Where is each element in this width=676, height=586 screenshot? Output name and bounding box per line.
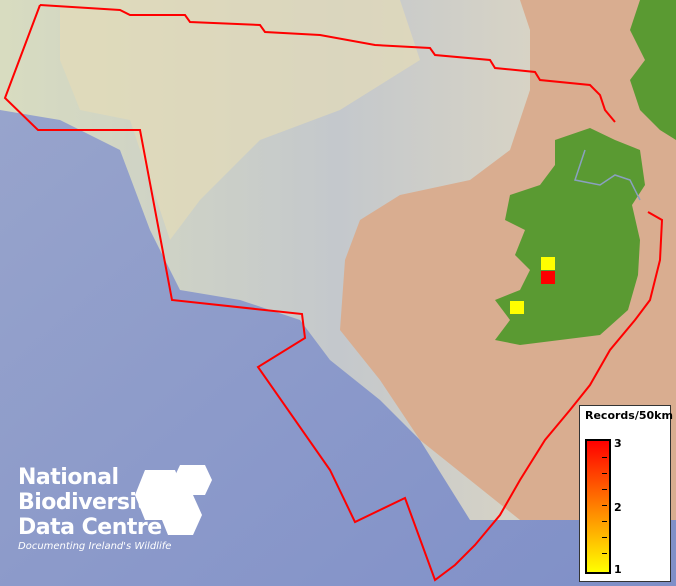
legend-mid-label: 2 (614, 501, 622, 514)
legend-title: Records/50km (585, 409, 673, 422)
legend-tick (602, 489, 607, 490)
legend: Records/50km 3 2 1 (579, 405, 673, 582)
logo-tagline: Documenting Ireland's Wildlife (18, 541, 172, 552)
land-britain (630, 0, 676, 140)
legend-max-label: 3 (614, 437, 622, 450)
legend-color-ramp (585, 439, 611, 574)
land-ireland (495, 128, 645, 345)
legend-tick (602, 553, 607, 554)
legend-tick (602, 457, 607, 458)
logo-line-1: National (18, 465, 119, 490)
nbdc-logo: National Biodiversity Data Centre Docume… (18, 465, 171, 552)
legend-min-label: 1 (614, 563, 622, 576)
legend-tick (602, 521, 607, 522)
legend-tick (602, 537, 607, 538)
record-square-3[interactable] (541, 271, 555, 284)
logo-hexagons-icon (135, 465, 212, 535)
boundary-line-west (3, 4, 664, 582)
legend-tick (602, 473, 607, 474)
record-square-1[interactable] (510, 301, 524, 314)
boundary-line (39, 4, 616, 123)
legend-tick (602, 505, 607, 506)
record-square-1[interactable] (541, 257, 555, 270)
border-line (574, 149, 641, 201)
logo-line-3: Data Centre (18, 515, 162, 540)
logo-line-2: Biodiversity (18, 490, 161, 515)
